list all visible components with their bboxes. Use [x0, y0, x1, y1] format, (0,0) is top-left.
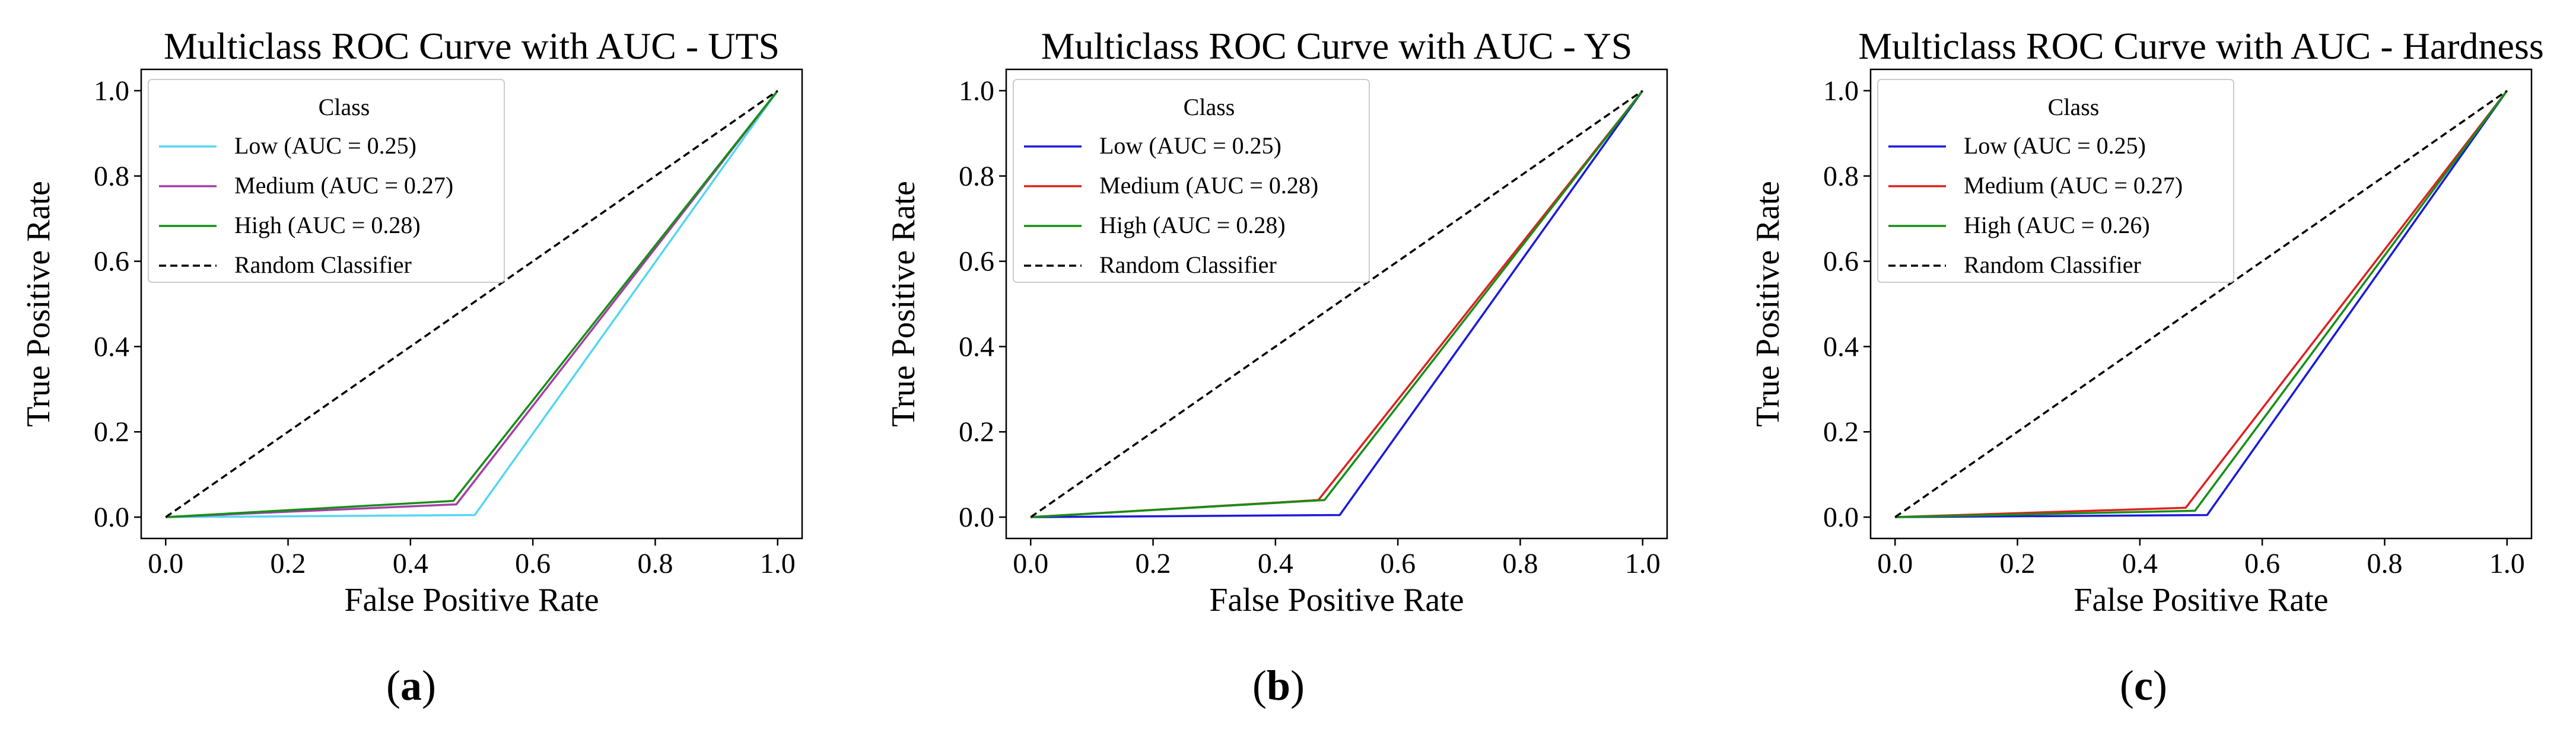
legend-entry-2: Medium (AUC = 0.27)	[1964, 172, 2183, 199]
plot-frame	[1869, 68, 2533, 540]
series-line-2	[1895, 90, 2508, 518]
legend-entry-1: Low (AUC = 0.25)	[234, 132, 416, 159]
x-axis-label: False Positive Rate	[2073, 582, 2328, 619]
panel-label-letter: b	[1267, 662, 1290, 709]
series-line-2	[166, 90, 779, 518]
y-tick-label: 0.8	[1823, 161, 1859, 192]
chart-title: Multiclass ROC Curve with AUC - UTS	[164, 25, 780, 67]
y-tick-label: 0.4	[1823, 331, 1859, 362]
y-tick-label: 0.0	[94, 502, 129, 533]
panel-label-open: (	[2120, 662, 2134, 709]
legend-entry-3: High (AUC = 0.28)	[1099, 212, 1286, 238]
legend-box	[1013, 79, 1370, 283]
y-tick-label: 0.2	[1823, 416, 1859, 448]
y-tick-label: 0.8	[959, 161, 994, 192]
x-axis-label: False Positive Rate	[1209, 582, 1464, 619]
x-tick-label: 0.4	[2122, 548, 2158, 579]
x-tick-label: 0.8	[1502, 548, 1538, 579]
legend-entry-1: Low (AUC = 0.25)	[1099, 132, 1281, 159]
panel-label-open: (	[1252, 662, 1267, 709]
series-line-3	[1895, 90, 2508, 518]
y-tick-label: 0.4	[959, 331, 994, 362]
y-tick-label: 1.0	[94, 75, 129, 107]
x-tick-label: 0.2	[1136, 548, 1171, 579]
legend-entry-3: High (AUC = 0.28)	[234, 212, 421, 238]
panel-label-letter: c	[2134, 662, 2153, 709]
y-tick-label: 0.0	[1823, 502, 1859, 533]
chart-title: Multiclass ROC Curve with AUC - Hardness	[1858, 25, 2544, 67]
series-line-4	[165, 90, 778, 518]
y-axis-label: True Positive Rate	[885, 181, 922, 427]
legend-entry-2: Medium (AUC = 0.28)	[1099, 172, 1318, 199]
series-line-1	[166, 90, 779, 518]
panel-label-open: (	[386, 662, 400, 709]
y-axis-label: True Positive Rate	[20, 181, 57, 427]
x-tick-label: 1.0	[760, 548, 796, 579]
y-tick-label: 0.4	[94, 331, 129, 362]
legend-title: Class	[319, 94, 370, 120]
chart-panel-2: Multiclass ROC Curve with AUC - YS 0.0 0.2…	[885, 25, 1668, 709]
chart-panel-1: Multiclass ROC Curve with AUC - UTS 0.0 0.…	[20, 25, 803, 709]
y-tick-label: 0.2	[94, 416, 129, 448]
legend-entry-4: Random Classifier	[1099, 251, 1277, 278]
series-line-3	[166, 90, 779, 518]
x-tick-label: 0.6	[2244, 548, 2280, 579]
x-tick-label: 0.0	[1877, 548, 1913, 579]
panel-label: (c)	[2120, 662, 2167, 709]
legend-title: Class	[1184, 94, 1235, 120]
y-tick-label: 0.6	[94, 246, 129, 278]
legend-entry-4: Random Classifier	[1964, 251, 2141, 278]
chart-title: Multiclass ROC Curve with AUC - YS	[1041, 25, 1633, 67]
series-line-1	[1031, 90, 1644, 518]
x-tick-label: 0.2	[2000, 548, 2036, 579]
x-tick-label: 0.0	[148, 548, 183, 579]
panel-label: (a)	[386, 662, 436, 709]
legend-entry-3: High (AUC = 0.26)	[1964, 212, 2150, 238]
y-tick-label: 0.2	[959, 416, 994, 448]
x-tick-label: 1.0	[2489, 548, 2525, 579]
legend-entry-2: Medium (AUC = 0.27)	[234, 172, 453, 199]
chart-panel-3: Multiclass ROC Curve with AUC - Hardness…	[1750, 25, 2544, 709]
x-tick-label: 0.0	[1013, 548, 1048, 579]
x-tick-label: 0.8	[2367, 548, 2402, 579]
legend-entry-4: Random Classifier	[234, 251, 412, 278]
panel-label-close: )	[1290, 662, 1305, 709]
y-tick-label: 0.6	[959, 246, 994, 278]
plot-frame	[1005, 68, 1668, 540]
legend-box	[148, 79, 505, 283]
y-axis-label: True Positive Rate	[1750, 181, 1786, 427]
x-tick-label: 1.0	[1625, 548, 1661, 579]
x-tick-label: 0.8	[637, 548, 673, 579]
panel-label-close: )	[2153, 662, 2167, 709]
panel-label-letter: a	[400, 662, 422, 709]
series-line-1	[1895, 90, 2508, 518]
x-axis-label: False Positive Rate	[344, 582, 599, 619]
plot-frame	[140, 68, 803, 540]
x-tick-label: 0.4	[393, 548, 428, 579]
legend-title: Class	[2048, 94, 2100, 120]
series-line-3	[1031, 90, 1644, 518]
x-tick-label: 0.6	[1380, 548, 1416, 579]
x-tick-label: 0.6	[515, 548, 551, 579]
series-line-4	[1894, 90, 2508, 518]
series-line-4	[1030, 90, 1643, 518]
y-tick-label: 0.6	[1823, 246, 1859, 278]
y-tick-label: 1.0	[959, 75, 994, 107]
panel-label: (b)	[1252, 662, 1305, 709]
x-tick-label: 0.4	[1258, 548, 1293, 579]
legend-entry-1: Low (AUC = 0.25)	[1964, 132, 2146, 159]
panel-label-close: )	[422, 662, 436, 709]
y-tick-label: 0.8	[94, 161, 129, 192]
legend-box	[1877, 79, 2234, 283]
x-tick-label: 0.2	[271, 548, 306, 579]
y-tick-label: 1.0	[1823, 75, 1859, 107]
y-tick-label: 0.0	[959, 502, 994, 533]
